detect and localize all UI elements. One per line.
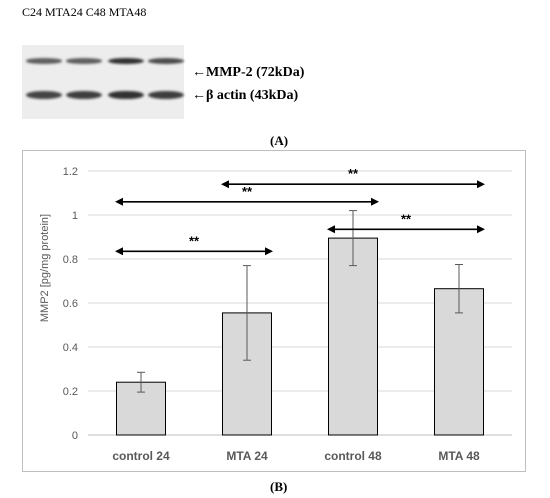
- significance-label: **: [348, 166, 359, 181]
- x-category-label: MTA 48: [438, 449, 480, 463]
- arrow-head: [371, 197, 379, 206]
- blot-lane-header: C24 MTA24 C48 MTA48: [22, 5, 147, 19]
- significance-label: **: [401, 211, 412, 226]
- arrow-head: [115, 197, 123, 206]
- panel-label-a: (A): [270, 133, 289, 148]
- x-category-label: control 24: [112, 449, 170, 463]
- arrow-head: [477, 225, 485, 234]
- blot-row-mmp2: [22, 47, 184, 83]
- x-category-label: MTA 24: [226, 449, 268, 463]
- y-tick-label: 1.2: [63, 166, 78, 178]
- y-axis-label: MMP2 [pg/mg protein]: [39, 214, 51, 322]
- western-blot-image: [22, 45, 184, 119]
- x-category-label: control 48: [324, 449, 382, 463]
- arrow-head: [221, 180, 229, 189]
- significance-label: **: [189, 233, 200, 248]
- panel-label-b: (B): [270, 479, 288, 494]
- blot-label-mmp2: ←MMP-2 (72kDa): [192, 65, 305, 80]
- blot-band: [108, 57, 144, 65]
- bar-2: [328, 237, 378, 436]
- arrow-head: [115, 247, 123, 256]
- blot-band: [148, 91, 184, 99]
- blot-band: [26, 58, 62, 64]
- y-tick-label: 1: [72, 210, 78, 222]
- blot-band: [66, 58, 102, 64]
- blot-band: [108, 90, 144, 100]
- y-tick-label: 0.4: [63, 342, 78, 354]
- arrow-head: [477, 180, 485, 189]
- arrow-head: [327, 225, 335, 234]
- blot-band: [26, 91, 62, 99]
- blot-band: [66, 91, 102, 99]
- chart-frame: [22, 150, 526, 472]
- y-tick-label: 0.6: [63, 298, 78, 310]
- blot-label-beta-actin: ←β actin (43kDa): [192, 88, 299, 103]
- significance-label: **: [242, 184, 253, 199]
- arrow-head: [265, 247, 273, 256]
- y-tick-label: 0: [72, 430, 78, 442]
- blot-row-beta-actin: [22, 83, 184, 119]
- blot-band: [148, 58, 184, 64]
- y-tick-label: 0.2: [63, 386, 78, 398]
- y-tick-label: 0.8: [63, 254, 78, 266]
